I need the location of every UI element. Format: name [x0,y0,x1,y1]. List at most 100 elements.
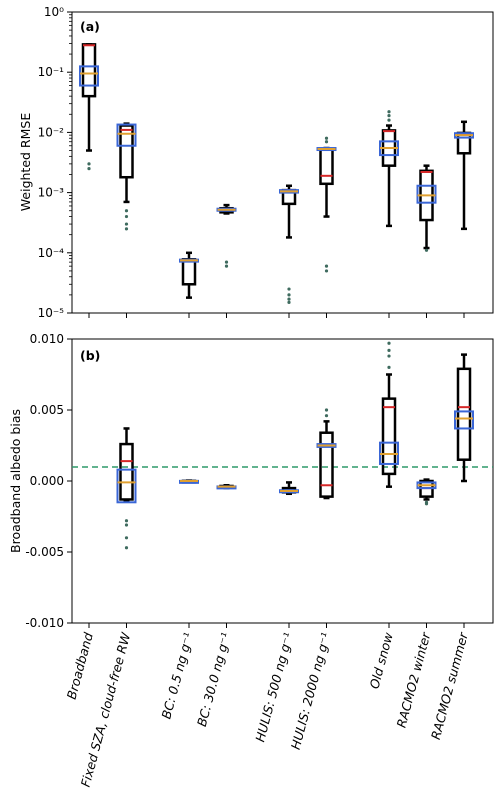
box-plot [119,122,134,231]
box-plot [79,65,99,87]
box-plot [181,251,197,299]
box-plot [116,123,137,147]
category-label: Broadband [64,631,96,701]
box-plot [319,408,334,500]
outlier-point [387,341,391,345]
box-plot [81,43,97,171]
panel-a-label: (a) [80,19,100,34]
y-tick-label: 0.000 [30,474,64,488]
box-iqr [319,147,334,186]
outlier-point [124,519,129,523]
outlier-point [387,365,391,369]
box-iqr [181,258,197,286]
category-label: HULIS: 2000 ng g⁻¹ [288,631,334,751]
box-iqr [319,431,334,498]
box-iqr-alt [116,123,137,147]
panel-a-y-ticks: 10⁻⁵ 10⁻⁴ 10⁻³ 10⁻² 10⁻¹ 10⁰ [38,5,72,320]
category-label: HULIS: 500 ng g⁻¹ [252,631,296,744]
y-tick-label: 10⁻² [38,125,65,139]
category-label: RACMO2 winter [394,630,434,729]
panel-a-boxes [79,43,474,304]
box-plot [216,485,237,490]
outlier-point [387,110,391,114]
y-tick-label: 10⁻⁴ [38,246,65,260]
category-label: BC: 0.5 ng g⁻¹ [158,631,195,721]
y-tick-label: 10⁻¹ [38,65,65,79]
box-plot [419,164,434,252]
y-tick-label: 10⁻⁵ [38,306,65,320]
box-plot [179,479,199,484]
box-iqr-alt [116,468,137,504]
y-tick-label: 10⁻³ [38,186,65,200]
panel-a-frame [71,11,494,314]
outlier-point [287,293,291,297]
outlier-point [387,118,391,122]
box-plot [456,353,472,483]
box-plot [416,481,437,490]
y-tick-label: 0.010 [30,332,64,346]
outlier-point [424,502,429,506]
category-label: BC: 30.0 ng g⁻¹ [194,631,234,728]
y-tick-label: 0.005 [30,403,64,417]
outlier-point [324,408,329,412]
y-tick-label: -0.005 [25,545,64,559]
outlier-point [287,300,291,304]
box-iqr [381,397,397,476]
outlier-point [124,523,129,527]
outlier-point [287,297,291,301]
outlier-point [87,167,91,171]
y-tick-label: 10⁰ [44,5,64,19]
box-iqr-alt [454,410,474,430]
box-plot [454,132,474,139]
outlier-point [324,269,329,273]
box-plot [179,258,199,263]
y-tick-label: -0.010 [25,616,64,630]
outlier-point [124,546,129,550]
outlier-point [124,214,129,219]
outlier-point [324,140,329,144]
box-iqr [81,43,97,98]
category-label: RACMO2 summer [428,630,471,741]
box-plot [116,468,137,504]
outlier-point [324,264,329,268]
panel-b: -0.010 -0.005 0.000 0.005 0.010 (b) Broadban… [8,332,494,630]
panel-a: 10⁻⁵ 10⁻⁴ 10⁻³ 10⁻² 10⁻¹ 10⁰ (a) Weighted RMS… [18,5,494,320]
outlier-point [287,287,291,291]
box-iqr [119,442,134,501]
panel-b-boxes [116,341,474,550]
box-plot [279,189,299,194]
outlier-point [124,536,129,540]
outlier-point [124,222,129,226]
box-iqr-alt [416,184,437,204]
outlier-point [224,264,229,268]
box-plot [379,441,399,465]
box-plot [281,184,297,304]
outlier-point [424,248,429,252]
outlier-point [224,260,229,264]
panel-b-y-ticks: -0.010 -0.005 0.000 0.005 0.010 [25,332,72,630]
outlier-point [387,348,391,352]
outlier-point [387,354,391,358]
outlier-point [324,136,329,140]
box-plot [319,136,334,273]
panel-a-y-axis-label: Weighted RMSE [18,113,33,212]
box-iqr [456,367,472,461]
box-plot [381,341,397,488]
box-plot [316,147,337,152]
box-plot [416,184,437,204]
box-plot [379,140,399,157]
panel-b-y-axis-label: Broadband albedo bias [8,409,23,553]
box-plot [216,207,237,212]
outlier-point [387,114,391,118]
outlier-point [87,162,91,166]
box-iqr-alt [79,65,99,87]
box-plot [316,443,337,448]
box-plot [119,427,134,550]
box-plot [219,203,234,268]
outlier-point [324,414,329,418]
box-plot [419,478,434,506]
box-plot [454,410,474,430]
box-plot [381,110,397,228]
